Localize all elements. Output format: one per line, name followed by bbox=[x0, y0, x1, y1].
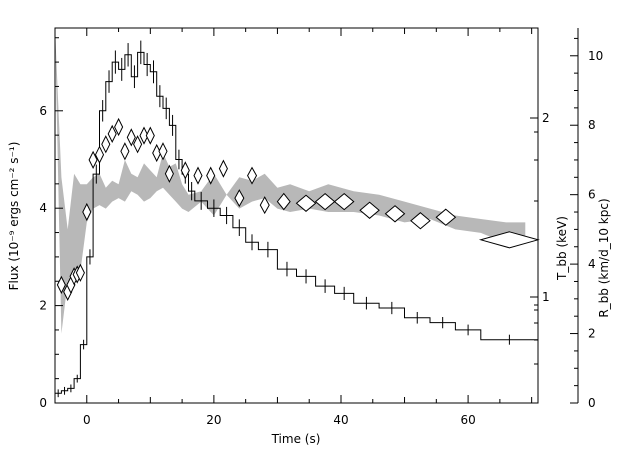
rbb-tick-label: 6 bbox=[588, 188, 596, 202]
flux-tick-label: 4 bbox=[39, 201, 47, 215]
tbb-axis: 12 bbox=[530, 111, 550, 365]
rbb-tick-label: 4 bbox=[588, 257, 596, 271]
tbb-point bbox=[247, 166, 258, 185]
tbb-point bbox=[259, 196, 270, 215]
tbb-point bbox=[126, 128, 136, 147]
tbb-point bbox=[276, 192, 291, 211]
x-tick-label: 0 bbox=[83, 413, 91, 427]
plot-layer bbox=[55, 28, 540, 398]
tbb-point bbox=[120, 142, 130, 161]
tbb-point bbox=[193, 166, 203, 185]
tbb-tick-label: 1 bbox=[542, 290, 550, 304]
x-tick-label: 40 bbox=[333, 413, 348, 427]
x-axis-label: Time (s) bbox=[271, 432, 321, 446]
x-tick-label: 20 bbox=[206, 413, 221, 427]
tbb-point bbox=[101, 135, 111, 154]
tbb-point bbox=[314, 192, 336, 211]
rbb-tick-label: 0 bbox=[588, 396, 596, 410]
x-tick-label: 60 bbox=[460, 413, 475, 427]
tbb-point bbox=[56, 275, 66, 295]
tbb-point bbox=[410, 212, 431, 230]
flux-tick-label: 0 bbox=[39, 396, 47, 410]
flux-tick-label: 6 bbox=[39, 104, 47, 118]
flux-axis-label: Flux (10⁻⁹ ergs cm⁻² s⁻¹) bbox=[7, 142, 21, 291]
rbb-axis-label: R_bb (km/d_10 kpc) bbox=[597, 198, 611, 317]
tbb-axis-label: T_bb (keV) bbox=[555, 216, 569, 281]
tbb-tick-label: 2 bbox=[542, 111, 550, 125]
plot-frame bbox=[54, 27, 539, 404]
tbb-point bbox=[158, 142, 168, 161]
tbb-point bbox=[218, 159, 228, 178]
tbb-point bbox=[206, 166, 216, 185]
tbb-point bbox=[133, 135, 143, 154]
flux-axis: 0 2 4 6 bbox=[39, 37, 63, 410]
rbb-band bbox=[55, 28, 526, 334]
tbb-point bbox=[75, 263, 85, 282]
tbb-point bbox=[359, 201, 380, 219]
tbb-point bbox=[384, 205, 406, 223]
tbb-point bbox=[145, 126, 155, 145]
x-axis: 0 20 40 60 bbox=[54, 28, 533, 427]
rbb-tick-label: 8 bbox=[588, 118, 596, 132]
rbb-axis: 0 2 4 6 8 10 bbox=[570, 28, 603, 410]
tbb-point bbox=[82, 202, 92, 222]
tbb-point bbox=[333, 192, 355, 211]
tbb-point bbox=[114, 117, 124, 137]
rbb-tick-label: 2 bbox=[588, 327, 596, 341]
tbb-point bbox=[164, 164, 174, 183]
tbb-point bbox=[435, 208, 457, 226]
tbb-point bbox=[94, 145, 105, 164]
tbb-point bbox=[478, 231, 540, 249]
tbb-point bbox=[180, 161, 190, 180]
tbb-point bbox=[139, 126, 149, 145]
tbb-point bbox=[107, 124, 117, 144]
rbb-tick-label: 10 bbox=[588, 49, 603, 63]
flux-tick-label: 2 bbox=[39, 299, 47, 313]
tbb-point bbox=[295, 194, 317, 212]
tbb-point bbox=[234, 189, 245, 208]
tbb-point bbox=[88, 150, 98, 170]
